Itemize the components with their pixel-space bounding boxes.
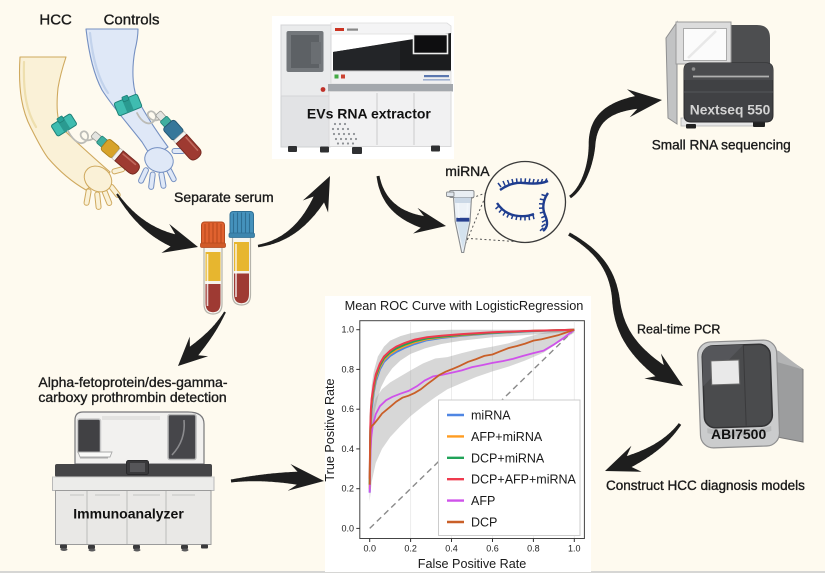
svg-text:Construct HCC diagnosis models: Construct HCC diagnosis models <box>606 478 805 493</box>
svg-text:0.2: 0.2 <box>404 544 417 554</box>
svg-text:0.8: 0.8 <box>341 364 354 374</box>
svg-text:HCC: HCC <box>39 12 72 29</box>
svg-text:True Positive Rate: True Positive Rate <box>323 378 337 481</box>
svg-text:DCP+miRNA: DCP+miRNA <box>471 451 545 465</box>
svg-text:0.6: 0.6 <box>341 404 354 414</box>
svg-text:0.4: 0.4 <box>445 544 458 554</box>
svg-text:carboxy prothrombin detection: carboxy prothrombin detection <box>38 389 226 405</box>
svg-text:miRNA: miRNA <box>445 163 490 179</box>
svg-text:DCP: DCP <box>471 516 497 530</box>
svg-text:AFP: AFP <box>471 494 495 508</box>
svg-text:0.6: 0.6 <box>486 544 499 554</box>
svg-text:Small RNA sequencing: Small RNA sequencing <box>652 138 791 153</box>
svg-text:Mean ROC Curve with LogisticRe: Mean ROC Curve with LogisticRegression <box>345 298 584 313</box>
svg-text:miRNA: miRNA <box>471 409 511 423</box>
svg-text:1.0: 1.0 <box>341 325 354 335</box>
svg-text:Alpha-fetoprotein/des-gamma-: Alpha-fetoprotein/des-gamma- <box>38 374 227 390</box>
svg-text:Separate serum: Separate serum <box>174 189 274 205</box>
svg-text:0.0: 0.0 <box>363 544 376 554</box>
svg-text:Real-time PCR: Real-time PCR <box>637 323 720 337</box>
svg-text:AFP+miRNA: AFP+miRNA <box>471 430 543 444</box>
svg-text:0.2: 0.2 <box>341 484 354 494</box>
svg-text:DCP+AFP+miRNA: DCP+AFP+miRNA <box>471 473 577 487</box>
svg-text:1.0: 1.0 <box>568 544 581 554</box>
svg-text:ABI7500: ABI7500 <box>711 426 766 442</box>
svg-text:Immunoanalyzer: Immunoanalyzer <box>73 506 184 522</box>
svg-text:0.0: 0.0 <box>341 523 354 533</box>
svg-text:EVs RNA extractor: EVs RNA extractor <box>307 106 432 122</box>
svg-text:0.8: 0.8 <box>527 544 540 554</box>
svg-text:Nextseq 550: Nextseq 550 <box>690 103 771 118</box>
svg-text:Controls: Controls <box>104 12 160 29</box>
svg-text:0.4: 0.4 <box>341 444 354 454</box>
svg-text:False Positive Rate: False Positive Rate <box>418 557 527 571</box>
